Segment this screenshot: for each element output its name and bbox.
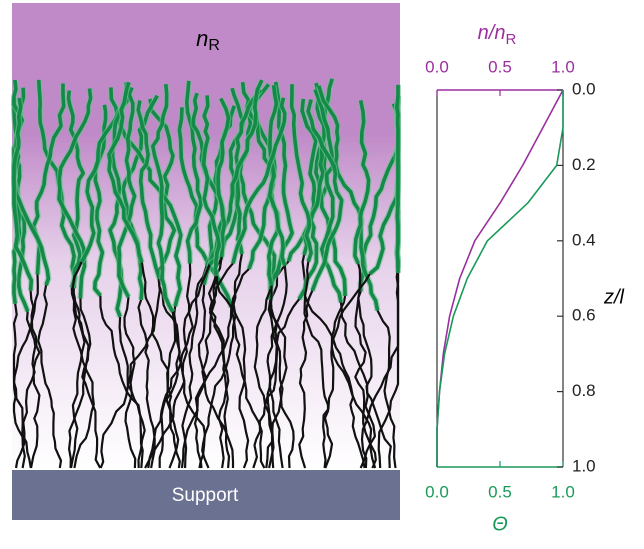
support-label: Support xyxy=(172,485,239,506)
right-tick-label: 0.8 xyxy=(572,381,596,400)
medium-top xyxy=(12,3,400,75)
chain-lower xyxy=(69,288,86,469)
chain-upper xyxy=(353,100,371,265)
chain-lower xyxy=(79,298,102,469)
chain-upper xyxy=(185,80,203,264)
chain-upper xyxy=(66,90,85,289)
chain-upper xyxy=(395,95,400,273)
chain-upper xyxy=(117,86,137,298)
support xyxy=(12,470,400,520)
curve xyxy=(436,90,564,467)
top-axis-label-main: n/n xyxy=(478,22,506,44)
bottom-axis-label: Θ xyxy=(492,513,508,535)
right-axis-label: z/l xyxy=(603,286,625,308)
chain-upper xyxy=(218,87,246,260)
chain-lower xyxy=(193,284,208,469)
chain-upper xyxy=(107,81,144,263)
top-tick-label: 0.0 xyxy=(425,57,449,76)
chain-lower xyxy=(68,261,90,469)
chain-upper xyxy=(216,97,231,257)
chain-lower xyxy=(376,310,397,469)
chain-upper xyxy=(136,100,162,280)
chain-lower xyxy=(303,261,334,469)
chain-lower xyxy=(322,273,371,469)
top-tick-label: 0.5 xyxy=(488,57,512,76)
chain-upper xyxy=(317,85,380,311)
chain-lower xyxy=(269,260,295,469)
chain-upper xyxy=(148,98,177,264)
chain-lower xyxy=(37,284,63,469)
chain-lower xyxy=(208,262,234,469)
chain-upper xyxy=(313,88,343,303)
chain-lower xyxy=(354,263,377,469)
top-axis-label-sub: R xyxy=(505,31,516,48)
right-tick-label: 0.4 xyxy=(572,230,596,249)
chain-lower xyxy=(201,253,243,469)
chain-lower xyxy=(147,263,194,469)
chain-lower xyxy=(144,264,211,469)
right-tick-label: 0.0 xyxy=(572,79,596,98)
medium-label: nR xyxy=(196,26,220,54)
chain-lower xyxy=(181,265,208,469)
curve xyxy=(436,89,564,467)
chain-upper xyxy=(297,82,327,300)
chain-lower xyxy=(339,302,392,469)
chain-lower xyxy=(70,287,95,469)
chain-lower xyxy=(298,290,314,469)
bottom-tick-label: 0.0 xyxy=(425,482,449,501)
chain-upper xyxy=(151,84,175,313)
chain-upper xyxy=(267,84,287,267)
chain-lower xyxy=(357,290,376,469)
medium-label-main: n xyxy=(196,26,208,51)
chain-lower xyxy=(140,262,180,469)
right-tick-label: 1.0 xyxy=(572,456,596,475)
chain-lower xyxy=(230,268,266,469)
brush-illustration: Support nR xyxy=(11,3,401,520)
chain-upper xyxy=(306,99,344,292)
plot: n/nR Θ z/l 0.0 0.5 1.0 0.0 0.5 1.0 0.0 0.2 0.4 0.… xyxy=(425,22,624,535)
chain-lower xyxy=(215,275,250,469)
chain-lower xyxy=(265,265,288,469)
top-tick-label: 1.0 xyxy=(551,57,575,76)
medium-label-sub: R xyxy=(208,37,220,54)
top-axis-label: n/nR xyxy=(478,22,517,48)
bottom-tick-label: 0.5 xyxy=(488,482,512,501)
chain-lower xyxy=(29,290,41,469)
chain-upper xyxy=(201,95,221,277)
chain-lower xyxy=(123,296,137,469)
chains xyxy=(11,77,401,469)
chain-upper xyxy=(289,84,313,263)
chain-lower xyxy=(377,272,400,469)
chain-upper xyxy=(12,97,34,291)
right-tick-label: 0.2 xyxy=(572,155,596,174)
chain-upper xyxy=(231,97,287,264)
chain-lower xyxy=(12,303,26,469)
chain-lower xyxy=(330,295,377,469)
right-tick-label: 0.6 xyxy=(572,306,596,325)
bottom-tick-label: 1.0 xyxy=(551,482,575,501)
